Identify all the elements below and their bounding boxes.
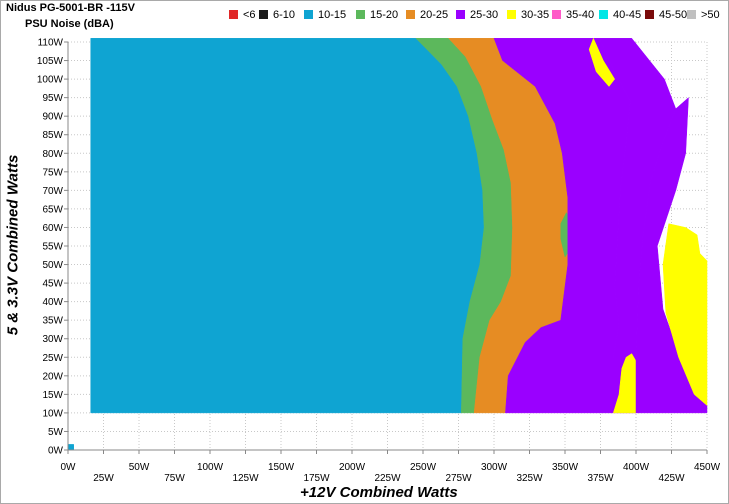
x-tick-label: 50W	[129, 462, 150, 473]
x-tick-label: 225W	[374, 473, 401, 484]
y-tick-label: 5W	[48, 427, 64, 438]
legend-item: 45-50	[645, 9, 687, 23]
y-tick-label: 65W	[42, 204, 63, 215]
legend-label: 30-35	[521, 9, 550, 21]
y-tick-label: 70W	[42, 186, 63, 197]
legend-swatch	[687, 10, 696, 19]
legend-label: 6-10	[273, 9, 296, 21]
x-tick-label: 175W	[303, 473, 330, 484]
legend-item: 35-40	[552, 9, 594, 23]
legend-label: 25-30	[470, 9, 499, 21]
x-axis-title: +12V Combined Watts	[300, 484, 458, 501]
legend-label: 45-50	[659, 9, 688, 21]
legend-item: 30-35	[507, 9, 549, 23]
x-tick-label: 400W	[623, 462, 650, 473]
x-tick-label: 325W	[516, 473, 543, 484]
legend-swatch	[456, 10, 465, 19]
noise-region-10-15	[67, 444, 74, 451]
y-tick-label: 85W	[42, 130, 63, 141]
legend-label: 15-20	[370, 9, 399, 21]
legend-item: 40-45	[599, 9, 641, 23]
legend-swatch	[304, 10, 313, 19]
legend-item: 10-15	[304, 9, 346, 23]
y-tick-label: 75W	[42, 167, 63, 178]
y-tick-label: 40W	[42, 297, 63, 308]
x-tick-label: 25W	[93, 473, 114, 484]
legend-swatch	[406, 10, 415, 19]
y-tick-label: 30W	[42, 334, 63, 345]
x-tick-label: 275W	[445, 473, 472, 484]
legend-swatch	[599, 10, 608, 19]
noise-region-30-35	[588, 37, 616, 87]
legend-item: 20-25	[406, 9, 448, 23]
y-tick-label: 110W	[38, 38, 64, 49]
noise-region-30-35	[662, 223, 708, 407]
legend-swatch	[259, 10, 268, 19]
noise-regions	[67, 37, 708, 451]
x-tick-label: 0W	[61, 462, 77, 473]
x-tick-label: 150W	[268, 462, 295, 473]
tick-labels: 0W 25W 50W 75W 100W 125W 150W 175W 200W 225W 250W 2…	[37, 38, 721, 485]
y-tick-label: 25W	[42, 353, 63, 364]
legend-swatch	[552, 10, 561, 19]
y-tick-label: 15W	[42, 390, 63, 401]
legend-label: 35-40	[566, 9, 595, 21]
y-tick-label: 45W	[42, 279, 63, 290]
y-tick-label: 80W	[42, 149, 63, 160]
legend-label: 40-45	[613, 9, 642, 21]
x-tick-label: 200W	[339, 462, 366, 473]
noise-region-10-15	[90, 38, 485, 414]
x-tick-label: 350W	[552, 462, 579, 473]
legend-swatch	[645, 10, 654, 19]
legend-item: 6-10	[259, 9, 295, 23]
legend-swatch	[356, 10, 365, 19]
y-tick-label: 50W	[42, 260, 63, 271]
x-tick-label: 375W	[587, 473, 614, 484]
legend-item: >50	[687, 9, 720, 23]
y-tick-label: 105W	[37, 56, 64, 67]
legend-label: <6	[243, 9, 256, 21]
legend-label: 10-15	[318, 9, 347, 21]
y-tick-label: 0W	[48, 446, 64, 457]
legend-label: >50	[701, 9, 720, 21]
legend-label: 20-25	[420, 9, 449, 21]
x-tick-label: 425W	[658, 473, 685, 484]
x-tick-label: 125W	[232, 473, 259, 484]
y-tick-label: 35W	[42, 316, 63, 327]
y-tick-label: 60W	[42, 223, 63, 234]
y-axis-title: 5 & 3.3V Combined Watts	[4, 154, 22, 336]
legend-swatch	[229, 10, 238, 19]
y-tick-label: 95W	[42, 93, 63, 104]
chart-title: Nidus PG-5001-BR -115V	[6, 2, 135, 14]
y-tick-label: 90W	[42, 112, 63, 123]
chart-subtitle: PSU Noise (dBA)	[25, 18, 114, 30]
x-tick-label: 250W	[410, 462, 437, 473]
legend-item: <6	[229, 9, 256, 23]
x-tick-label: 75W	[164, 473, 185, 484]
y-tick-label: 100W	[37, 75, 64, 86]
x-tick-label: 300W	[481, 462, 508, 473]
legend-swatch	[507, 10, 516, 19]
x-tick-label: 100W	[197, 462, 224, 473]
legend-item: 15-20	[356, 9, 398, 23]
y-tick-label: 20W	[42, 371, 63, 382]
y-tick-label: 10W	[42, 408, 63, 419]
y-tick-label: 55W	[42, 242, 63, 253]
legend-item: 25-30	[456, 9, 498, 23]
x-tick-label: 450W	[694, 462, 721, 473]
